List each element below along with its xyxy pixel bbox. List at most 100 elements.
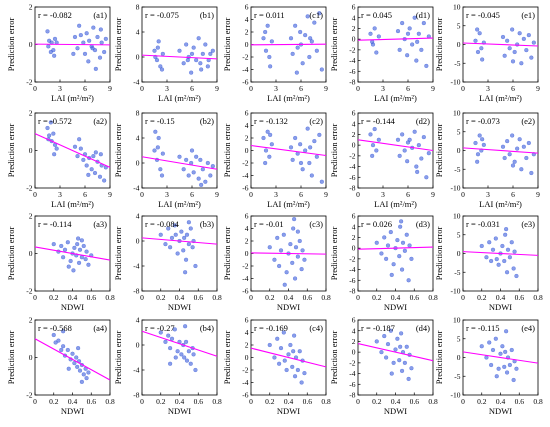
x-axis-label: LAI (m²/m²) (479, 199, 522, 209)
trend-line (357, 343, 434, 362)
panel-id-label: (b4) (200, 323, 214, 333)
x-tick-label: 0.8 (428, 293, 438, 302)
data-point (102, 49, 107, 55)
panel-c3: 0 0.2 0.4 0.6 0.8 -6 -4 -2 0 2 4 6 r = -0.01 (c3) Pred… (222, 212, 331, 312)
data-point (173, 355, 178, 360)
data-point (379, 350, 384, 355)
data-point (84, 376, 89, 381)
data-point (191, 45, 196, 50)
data-point (263, 160, 268, 166)
data-point (421, 135, 426, 140)
x-tick-label: 0.2 (156, 293, 166, 302)
y-tick-label: -5 (454, 268, 460, 277)
data-point (405, 140, 411, 145)
data-point (83, 257, 88, 262)
data-point (298, 160, 304, 166)
y-tick-label: -4 (242, 65, 248, 74)
data-point (182, 355, 187, 360)
x-axis-label: LAI (m²/m²) (374, 93, 417, 103)
data-point (388, 229, 393, 235)
data-point (91, 154, 96, 159)
y-tick-label: 0 (136, 237, 140, 246)
data-point (189, 70, 194, 75)
data-point (181, 167, 186, 172)
y-axis-label: Prediction error (6, 227, 16, 281)
y-axis-label: Prediction error (434, 331, 444, 385)
x-tick-label: 9 (108, 84, 112, 93)
x-axis-label: NDWI (489, 302, 512, 312)
data-point (388, 328, 393, 333)
data-point (504, 270, 510, 275)
trend-line (141, 237, 218, 245)
data-point (397, 358, 402, 363)
data-point (295, 229, 300, 234)
data-point (189, 51, 195, 56)
x-tick-label: 0.4 (284, 397, 294, 406)
trend-line (250, 347, 327, 368)
data-point (502, 364, 507, 369)
trend-line (462, 351, 539, 364)
y-tick-label: 4 (245, 121, 249, 130)
data-point (407, 243, 412, 248)
y-tick-label: -4 (349, 265, 355, 274)
data-point (370, 153, 375, 158)
data-point (512, 49, 517, 55)
data-point (177, 154, 182, 159)
correlation-label: r = -0.568 (38, 323, 72, 333)
data-point (410, 42, 415, 47)
data-point (77, 247, 83, 252)
data-point (498, 351, 503, 356)
data-point (300, 167, 305, 172)
x-tick-label: 0 (33, 293, 37, 302)
data-point (203, 179, 208, 184)
data-point (374, 148, 379, 153)
data-point (391, 262, 396, 267)
data-point (200, 51, 205, 56)
data-point (409, 366, 414, 371)
x-axis-label: NDWI (61, 406, 84, 416)
correlation-label: r = -0.075 (145, 10, 179, 20)
correlation-label: r = -0.031 (466, 219, 500, 229)
data-point (484, 355, 489, 360)
data-point (54, 146, 59, 151)
x-tick-label: 0.4 (284, 293, 294, 302)
y-tick-label: 0 (136, 341, 140, 350)
data-point (51, 131, 56, 136)
y-tick-label: -6 (242, 391, 248, 400)
data-point (481, 142, 486, 147)
y-tick-label: -10 (451, 287, 461, 296)
x-tick-label: 0.4 (68, 293, 78, 302)
trend-line (34, 43, 111, 46)
data-point (299, 380, 304, 385)
y-axis-label: Prediction error (329, 18, 339, 72)
panel-id-label: (b1) (200, 10, 214, 20)
data-point (168, 361, 173, 366)
data-point (92, 170, 98, 176)
data-point (400, 20, 405, 26)
x-tick-label: 0 (140, 293, 144, 302)
x-axis-label: LAI (m²/m²) (479, 93, 522, 103)
y-tick-label: 2 (29, 316, 33, 325)
data-point (168, 245, 173, 250)
y-tick-label: -8 (349, 184, 355, 193)
x-tick-label: 0.2 (49, 293, 59, 302)
data-point (414, 58, 419, 63)
data-point (494, 257, 499, 262)
data-point (81, 157, 86, 162)
data-point (511, 266, 516, 271)
data-point (424, 63, 429, 69)
data-point (79, 379, 84, 384)
data-point (79, 238, 84, 243)
data-point (173, 232, 178, 237)
x-tick-label: 9 (431, 190, 435, 199)
data-point (156, 135, 161, 141)
data-point (72, 245, 77, 250)
y-tick-label: 2 (245, 134, 249, 143)
data-point (303, 148, 308, 153)
panel-id-label: (d3) (416, 219, 430, 229)
correlation-label: r = -0.084 (145, 219, 180, 229)
y-tick-label: 5 (457, 230, 461, 239)
correlation-label: r = -0.169 (254, 323, 288, 333)
data-point (379, 251, 384, 256)
data-point (89, 167, 94, 172)
